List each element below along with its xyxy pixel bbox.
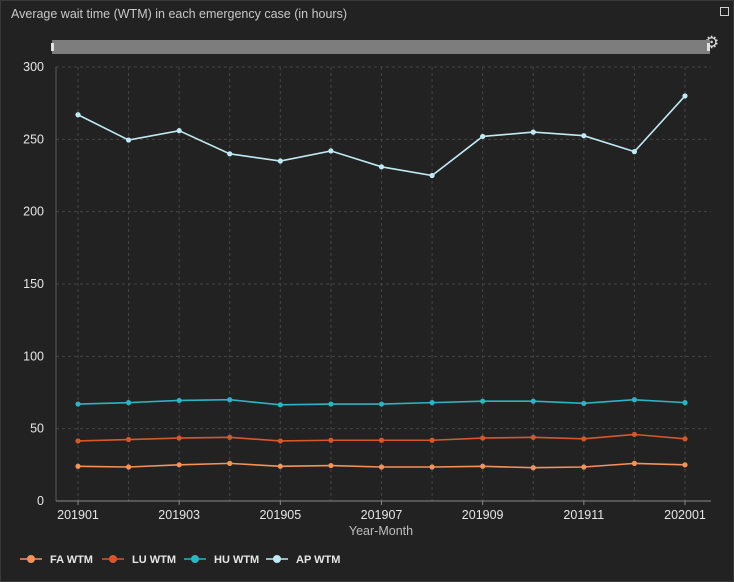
data-point[interactable] — [480, 398, 486, 404]
legend-label: AP WTM — [296, 554, 340, 566]
data-point[interactable] — [480, 463, 486, 469]
x-tick-label: 201911 — [563, 508, 604, 522]
data-point[interactable] — [378, 437, 385, 443]
data-point[interactable] — [631, 149, 638, 155]
y-tick-label: 150 — [23, 277, 44, 291]
maximize-icon[interactable] — [720, 7, 729, 16]
x-tick-label: 202001 — [664, 508, 706, 522]
data-point[interactable] — [125, 137, 132, 143]
data-point[interactable] — [277, 438, 283, 444]
legend-label: HU WTM — [214, 554, 259, 566]
series-ap-wtm — [75, 93, 688, 179]
data-point[interactable] — [429, 172, 435, 179]
legend-label: LU WTM — [132, 554, 176, 566]
axes: 0 50 100 150 200 250 300 201901 201903 201905 2019… — [23, 60, 711, 522]
data-point[interactable] — [682, 93, 688, 99]
data-point[interactable] — [125, 464, 132, 470]
x-tick-label: 201903 — [158, 508, 200, 522]
data-point[interactable] — [429, 400, 435, 406]
data-point[interactable] — [682, 436, 688, 442]
data-point[interactable] — [631, 460, 638, 466]
y-tick-label: 50 — [30, 422, 44, 436]
legend: FA WTM LU WTM HU WTM AP WTM — [20, 554, 340, 566]
data-point[interactable] — [125, 400, 132, 406]
data-point[interactable] — [581, 436, 587, 442]
data-point[interactable] — [429, 464, 435, 470]
data-point[interactable] — [75, 112, 81, 118]
data-point[interactable] — [227, 460, 233, 466]
x-tick-label: 201901 — [57, 508, 99, 522]
grid — [56, 66, 711, 501]
data-point[interactable] — [227, 434, 233, 440]
data-point[interactable] — [328, 148, 334, 154]
data-point[interactable] — [227, 397, 233, 403]
data-point[interactable] — [176, 462, 182, 468]
data-point[interactable] — [631, 397, 638, 403]
legend-marker — [273, 555, 281, 563]
scrollbar-track[interactable] — [52, 40, 710, 54]
data-point[interactable] — [682, 462, 688, 468]
y-tick-label: 200 — [23, 205, 44, 219]
scrollbar-right-handle[interactable] — [707, 43, 710, 51]
y-tick-label: 100 — [23, 349, 44, 363]
data-point[interactable] — [328, 437, 334, 443]
chart-title: Average wait time (WTM) in each emergenc… — [11, 7, 347, 21]
data-point[interactable] — [581, 464, 587, 470]
x-tick-label: 201909 — [462, 508, 504, 522]
data-point[interactable] — [378, 464, 385, 470]
data-point[interactable] — [328, 401, 334, 407]
data-point[interactable] — [581, 400, 587, 406]
data-point[interactable] — [75, 438, 81, 444]
data-point[interactable] — [378, 401, 385, 407]
data-point[interactable] — [125, 436, 132, 443]
legend-marker — [191, 555, 199, 563]
data-point[interactable] — [480, 133, 486, 140]
y-tick-label: 250 — [23, 132, 44, 146]
x-axis-title: Year-Month — [349, 524, 413, 538]
data-point[interactable] — [581, 133, 587, 139]
legend-item[interactable]: LU WTM — [102, 554, 176, 566]
data-point[interactable] — [530, 434, 536, 440]
series — [75, 93, 688, 471]
y-tick-label: 0 — [37, 494, 44, 508]
series-lu-wtm — [75, 431, 688, 444]
data-point[interactable] — [328, 462, 334, 469]
legend-item[interactable]: HU WTM — [184, 554, 259, 566]
data-point[interactable] — [530, 398, 536, 404]
scrollbar[interactable] — [51, 40, 710, 54]
data-point[interactable] — [682, 400, 688, 406]
data-point[interactable] — [176, 128, 182, 134]
data-point[interactable] — [378, 164, 385, 170]
y-tick-label: 300 — [23, 60, 44, 74]
data-point[interactable] — [277, 158, 283, 164]
data-point[interactable] — [75, 401, 81, 407]
data-point[interactable] — [75, 463, 81, 469]
series-hu-wtm — [75, 397, 688, 408]
x-tick-label: 201905 — [259, 508, 301, 522]
legend-item[interactable]: FA WTM — [20, 554, 93, 566]
legend-label: FA WTM — [50, 554, 93, 566]
x-tick-label: 201907 — [361, 508, 403, 522]
data-point[interactable] — [227, 151, 233, 157]
data-point[interactable] — [631, 431, 638, 438]
data-point[interactable] — [429, 437, 435, 443]
data-point[interactable] — [530, 129, 536, 135]
legend-marker — [27, 555, 35, 563]
data-point[interactable] — [176, 435, 182, 441]
legend-marker — [109, 555, 117, 563]
data-point[interactable] — [530, 465, 536, 471]
scrollbar-left-handle[interactable] — [51, 43, 54, 51]
data-point[interactable] — [480, 435, 486, 441]
data-point[interactable] — [176, 397, 182, 404]
data-point[interactable] — [277, 402, 283, 408]
series-fa-wtm — [75, 460, 688, 471]
legend-item[interactable]: AP WTM — [266, 554, 340, 566]
data-point[interactable] — [277, 463, 283, 469]
